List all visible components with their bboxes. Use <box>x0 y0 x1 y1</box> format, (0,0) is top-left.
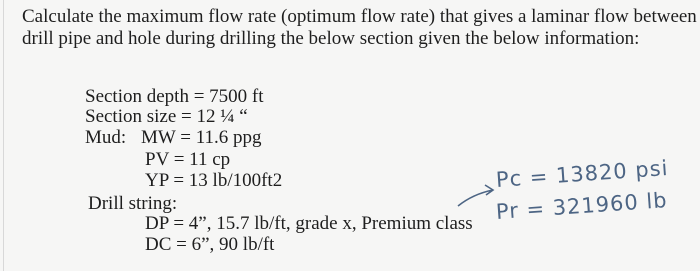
question-line: Calculate the maximum flow rate (optimum… <box>22 6 697 27</box>
page-edge <box>3 0 4 271</box>
given-item: YP = 13 lb/100ft2 <box>145 170 283 191</box>
given-item: DC = 6”, 90 lb/ft <box>145 234 275 255</box>
handwritten-arrow <box>457 184 495 207</box>
given-item: MW = 11.6 ppg <box>141 127 262 148</box>
handwritten-note: Pr = 321960 lb <box>495 188 669 224</box>
question-line: drill pipe and hole during drilling the … <box>22 28 640 49</box>
given-item: Section size = 12 ¼ “ <box>85 106 248 127</box>
given-item: DP = 4”, 15.7 lb/ft, grade x, Premium cl… <box>145 213 473 234</box>
given-label: Mud: <box>85 127 127 148</box>
handwritten-note: Pc = 13820 psi <box>495 155 670 192</box>
given-item: Section depth = 7500 ft <box>85 86 264 107</box>
given-label: Drill string: <box>88 193 178 214</box>
given-item: PV = 11 cp <box>145 149 231 170</box>
